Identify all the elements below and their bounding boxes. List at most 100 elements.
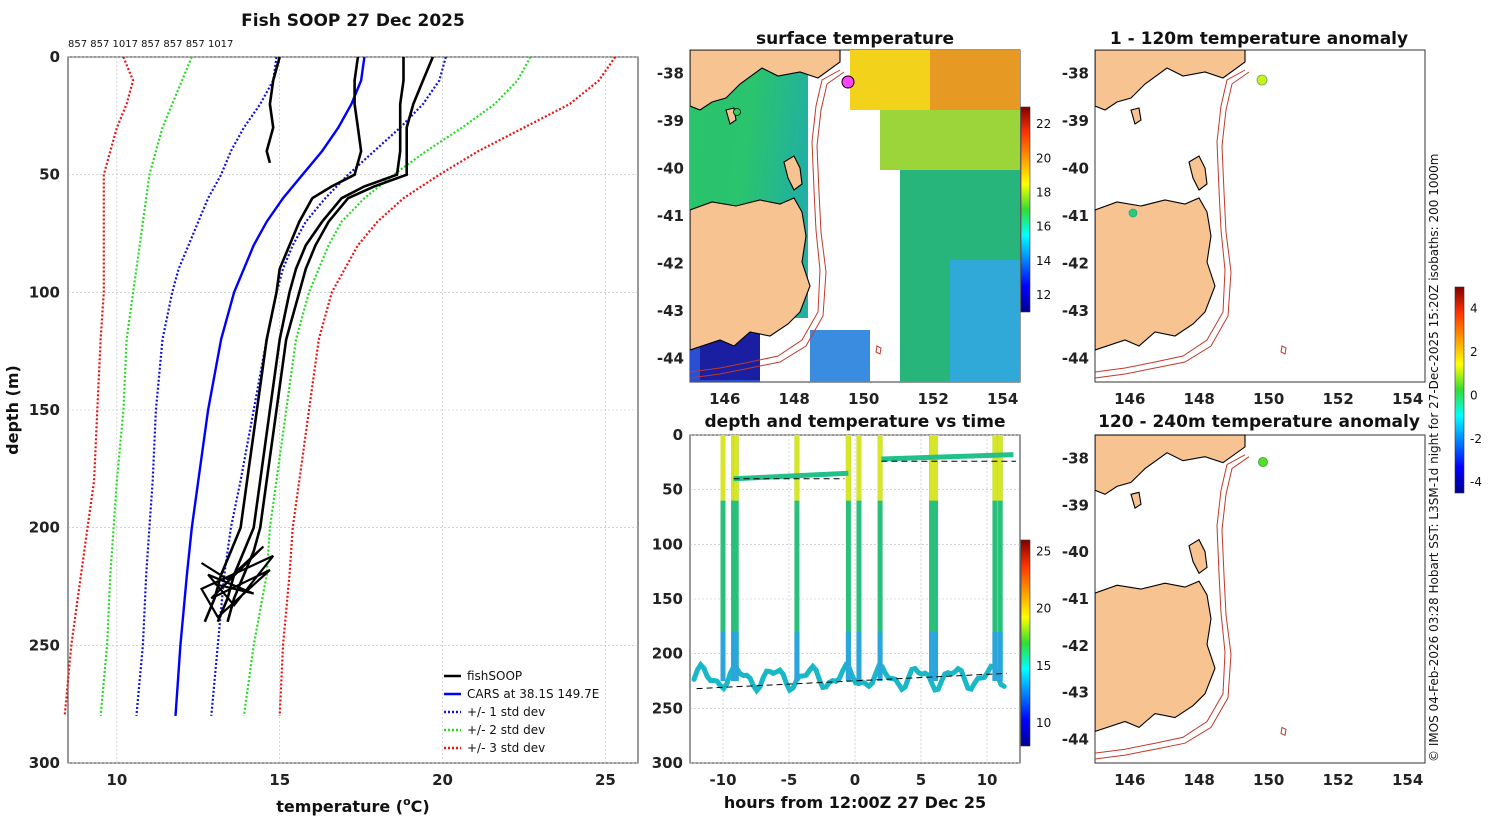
anom2-title: 120 - 240m temperature anomaly <box>1098 412 1420 432</box>
profile-ytick: 250 <box>29 636 60 654</box>
land-king-island <box>1130 491 1142 509</box>
colorbar-tick: 20 <box>1036 151 1051 165</box>
probe-ids: 857 857 1017 857 857 857 1017 <box>68 39 233 50</box>
legend-fishsoop: fishSOOP <box>467 669 522 683</box>
profile-xtick: 25 <box>595 771 616 789</box>
profile-title: Fish SOOP 27 Dec 2025 <box>241 11 465 31</box>
credit-text: © IMOS 04-Feb-2026 03:28 Hobart SST: L3S… <box>1427 154 1441 762</box>
land-victoria <box>1095 50 1246 111</box>
map-xtick: 148 <box>1184 390 1215 408</box>
map-ytick: -39 <box>1062 496 1089 514</box>
profile-legend: fishSOOP CARS at 38.1S 149.7E +/- 1 std … <box>444 669 599 755</box>
isobath-200m <box>1095 454 1246 754</box>
profile-line-fishsoop-cast-4 <box>265 56 281 164</box>
colorbar-tick: 14 <box>1036 254 1051 268</box>
profile-line-cars-mean <box>174 56 366 716</box>
colorbar-tick: 4 <box>1470 302 1478 316</box>
depth-time-colorbar <box>1020 539 1031 747</box>
dt-ytick: 100 <box>652 535 683 553</box>
land-king-island <box>1130 107 1142 125</box>
anom2-ship-marker <box>1258 457 1268 467</box>
map-xtick: 150 <box>848 390 879 408</box>
map-ytick: -40 <box>657 160 684 178</box>
map-xtick: 154 <box>1392 771 1423 789</box>
depth-time-xlabel: hours from 12:00Z 27 Dec 25 <box>724 793 986 812</box>
anom1-title: 1 - 120m temperature anomaly <box>1110 29 1408 49</box>
profile-line-fishsoop-cast-3 <box>226 56 434 623</box>
profile-ytick: 0 <box>50 48 60 66</box>
land-flinders-island <box>1188 155 1208 191</box>
dt-xtick: 0 <box>850 771 860 789</box>
land-victoria <box>690 50 841 111</box>
land-flinders-island <box>1188 538 1208 575</box>
profile-line-std3-warm <box>278 56 617 716</box>
legend-std3: +/- 3 std dev <box>467 741 545 755</box>
map-xtick: 152 <box>918 390 949 408</box>
dt-ytick: 300 <box>652 754 683 772</box>
depth-time-data <box>691 435 1017 695</box>
colorbar-tick: 16 <box>1036 220 1051 234</box>
map-ytick: -42 <box>1062 637 1089 655</box>
map-xtick: 148 <box>779 390 810 408</box>
anom-colorbar <box>1454 286 1465 494</box>
anom1-ship-marker <box>1256 74 1268 86</box>
legend-std1: +/- 1 std dev <box>467 705 545 719</box>
anom2-land <box>1095 434 1287 760</box>
colorbar-tick: 15 <box>1036 659 1051 673</box>
map-ytick: -44 <box>657 349 684 367</box>
profile-line-std3-cold <box>63 56 135 717</box>
legend-cars: CARS at 38.1S 149.7E <box>467 687 599 701</box>
colorbar-tick: 12 <box>1036 288 1051 302</box>
dt-ytick: 250 <box>652 699 683 717</box>
isobath-200m <box>1095 69 1246 373</box>
profile-ytick: 300 <box>29 754 60 772</box>
dt-xtick: 5 <box>916 771 926 789</box>
profile-ytick: 150 <box>29 401 60 419</box>
profile-line-fishsoop-cast-1 <box>203 56 363 623</box>
profile-xtick: 20 <box>432 771 453 789</box>
dt-surface-segment-0 <box>733 470 849 482</box>
dt-xtick: 10 <box>977 771 998 789</box>
map-ytick: -39 <box>1062 112 1089 130</box>
map-ytick: -43 <box>1062 302 1089 320</box>
map-xtick: 152 <box>1323 390 1354 408</box>
map-ytick: -44 <box>1062 731 1089 749</box>
map-xtick: 146 <box>709 390 740 408</box>
colorbar-tick: 18 <box>1036 185 1051 199</box>
profile-xtick: 10 <box>106 771 127 789</box>
profile-line-std1-warm <box>210 56 447 717</box>
map-xtick: 146 <box>1114 390 1145 408</box>
map-xtick: 148 <box>1184 771 1215 789</box>
sst-warmest-patch <box>930 50 1020 120</box>
profile-line-fishsoop-cast-2 <box>216 57 405 623</box>
ship-position-marker <box>841 75 855 89</box>
isobath-1000m <box>1095 71 1250 379</box>
map-xtick: 154 <box>1392 390 1423 408</box>
profile-line-std2-cold <box>99 56 193 717</box>
map-ytick: -38 <box>1062 65 1089 83</box>
anom1-ticks: 146 148 150 152 154 -38 -39 -40 -41 -42 -43 -44 <box>1062 65 1423 408</box>
map-ytick: -41 <box>1062 207 1089 225</box>
depth-time-title: depth and temperature vs time <box>705 412 1006 432</box>
profile-ytick: 200 <box>29 519 60 537</box>
dt-surface-segment-1 <box>881 452 1014 462</box>
land-flinders-island <box>783 155 803 191</box>
anom2-panel: 120 - 240m temperature anomaly 146 148 150… <box>1062 412 1426 789</box>
depth-time-colorbar-ticks: 10 15 20 25 <box>1036 544 1051 730</box>
dt-xtick: -10 <box>709 771 736 789</box>
land-victoria <box>1095 434 1246 495</box>
isobath-1000m <box>690 71 845 379</box>
profile-panel: Fish SOOP 27 Dec 2025 857 857 1017 857 8… <box>3 11 639 816</box>
map-xtick: 154 <box>987 390 1018 408</box>
map-xtick: 146 <box>1114 771 1145 789</box>
isobath-seamount <box>875 345 882 355</box>
map-ytick: -40 <box>1062 543 1089 561</box>
map-ytick: -44 <box>1062 349 1089 367</box>
anom1-station-marker <box>1128 208 1138 218</box>
profile-xtick: 15 <box>269 771 290 789</box>
sst-south-cool <box>810 330 870 382</box>
anom1-panel: 1 - 120m temperature anomaly 146 148 150 15… <box>1062 29 1482 494</box>
dt-ytick: 50 <box>662 481 683 499</box>
sst-colorbar-ticks: 12 14 16 18 20 22 <box>1036 117 1051 302</box>
